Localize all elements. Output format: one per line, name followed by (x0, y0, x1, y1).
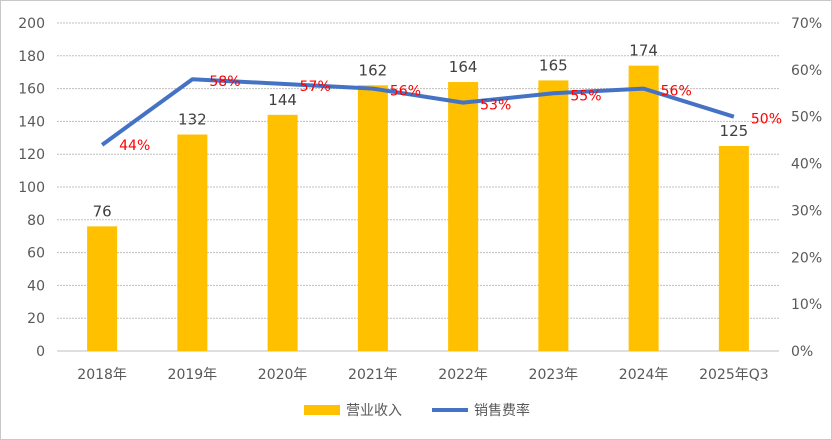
bar-data-label: 144 (268, 91, 297, 109)
line-data-label: 50% (751, 112, 782, 128)
x-tick-label: 2020年 (258, 367, 308, 383)
legend-label: 销售费率 (474, 403, 530, 419)
x-tick-label: 2024年 (619, 367, 669, 383)
y2-tick-label: 40% (791, 157, 822, 173)
y-tick-label: 80 (27, 213, 45, 229)
x-tick-label: 2021年 (348, 367, 398, 383)
x-tick-label: 2018年 (77, 367, 127, 383)
legend-label: 营业收入 (346, 403, 402, 419)
bar-data-label: 162 (359, 61, 388, 79)
y2-tick-label: 70% (791, 16, 822, 32)
bar (718, 146, 749, 351)
line-data-label: 44% (119, 138, 150, 154)
bar (177, 134, 208, 351)
y2-tick-label: 20% (791, 250, 822, 266)
x-tick-label: 2023年 (529, 367, 579, 383)
bar (267, 114, 298, 351)
bar (357, 85, 388, 351)
bar (538, 80, 569, 352)
y-tick-label: 100 (18, 180, 45, 196)
line-data-label: 56% (390, 84, 421, 100)
y2-tick-label: 50% (791, 110, 822, 126)
x-tick-label: 2022年 (438, 367, 488, 383)
legend-swatch-bar (304, 405, 340, 415)
bar-data-label: 132 (178, 111, 207, 129)
line-data-label: 53% (480, 98, 511, 114)
legend: 营业收入 销售费率 (1, 400, 832, 420)
y2-tick-label: 10% (791, 297, 822, 313)
bar-data-label: 164 (449, 58, 478, 76)
y-tick-label: 60 (27, 246, 45, 262)
bar (448, 82, 479, 351)
y-tick-label: 20 (27, 311, 45, 327)
x-tick-label: 2025年Q3 (699, 367, 769, 383)
sales-rate-line (100, 77, 735, 147)
bar (628, 65, 659, 351)
bar-data-label: 125 (720, 122, 749, 140)
y-tick-label: 140 (18, 114, 45, 130)
y-tick-label: 200 (18, 16, 45, 32)
y2-tick-label: 60% (791, 63, 822, 79)
line-data-label: 55% (570, 88, 601, 104)
y2-tick-label: 30% (791, 203, 822, 219)
bar-data-label: 76 (93, 202, 112, 220)
line-data-label: 56% (661, 84, 692, 100)
y-tick-label: 160 (18, 82, 45, 98)
legend-swatch-line (432, 408, 468, 412)
legend-item-sales-rate: 销售费率 (432, 400, 530, 420)
legend-item-revenue: 营业收入 (304, 400, 402, 420)
y-tick-label: 40 (27, 278, 45, 294)
y-tick-label: 180 (18, 49, 45, 65)
x-tick-label: 2019年 (168, 367, 218, 383)
y2-tick-label: 0% (791, 344, 813, 360)
line-data-label: 57% (300, 79, 331, 95)
bar-data-label: 165 (539, 56, 568, 74)
y-tick-label: 0 (36, 344, 45, 360)
bar-data-label: 174 (629, 42, 658, 60)
bar (87, 226, 118, 351)
y-tick-label: 120 (18, 147, 45, 163)
chart-svg: 0 20 40 60 80 100 120 140 160 180 200 0% 10% 20% 30% 40… (18, 16, 822, 383)
line-data-label: 58% (209, 74, 240, 90)
